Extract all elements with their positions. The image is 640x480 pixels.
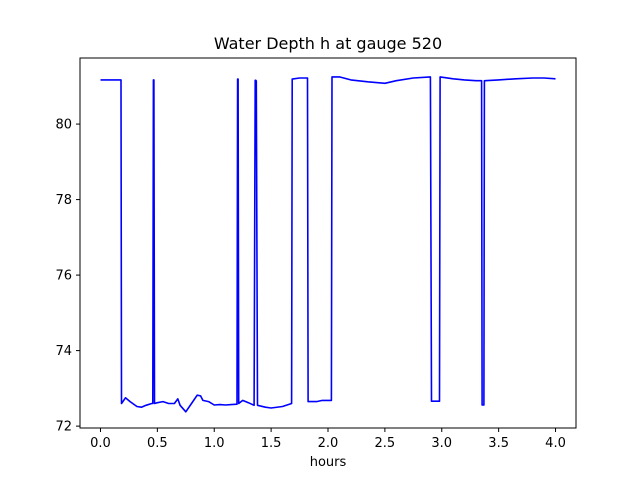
x-tick-label: 3.0 — [431, 436, 452, 451]
x-axis: 0.0 0.5 1.0 1.5 2.0 2.5 3.0 3.5 4.0 — [90, 428, 566, 451]
x-tick-label: 3.5 — [488, 436, 509, 451]
x-tick-label: 2.5 — [375, 436, 396, 451]
x-tick-label: 0.5 — [147, 436, 168, 451]
y-tick-label: 74 — [55, 344, 72, 359]
plot-area: 0.0 0.5 1.0 1.5 2.0 2.5 3.0 3.5 4.0 72 74 76 78 80 — [55, 57, 577, 451]
series-line-water-depth — [100, 76, 556, 413]
y-tick-label: 80 — [55, 118, 72, 133]
y-axis: 72 74 76 78 80 — [55, 118, 80, 435]
chart-title: Water Depth h at gauge 520 — [214, 34, 442, 53]
x-tick-label: 1.5 — [261, 436, 282, 451]
x-tick-label: 2.0 — [318, 436, 339, 451]
x-axis-label: hours — [310, 455, 347, 470]
y-tick-label: 78 — [55, 193, 72, 208]
x-tick-label: 1.0 — [204, 436, 225, 451]
y-tick-label: 72 — [55, 420, 72, 435]
x-tick-label: 4.0 — [545, 436, 566, 451]
y-tick-label: 76 — [55, 269, 72, 284]
x-tick-label: 0.0 — [90, 436, 111, 451]
